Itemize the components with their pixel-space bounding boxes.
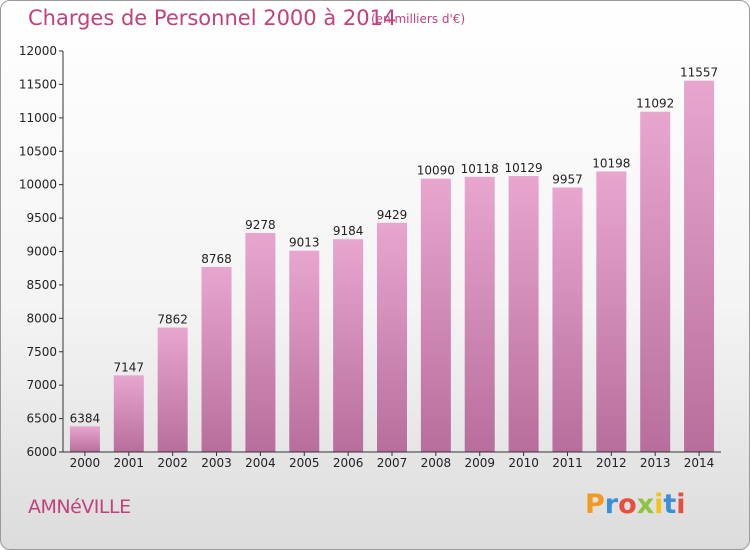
bar: [420, 178, 451, 452]
x-tick-label: 2002: [157, 456, 188, 470]
x-tick-label: 2006: [333, 456, 364, 470]
x-tick-label: 2010: [508, 456, 539, 470]
bar-value-label: 7147: [114, 360, 145, 374]
x-tick-label: 2011: [552, 456, 583, 470]
bar: [684, 80, 715, 452]
logo-letter: P: [585, 489, 605, 520]
bar-value-label: 11557: [680, 66, 718, 80]
y-tick-label: 10000: [19, 178, 57, 192]
bar-value-label: 8768: [201, 252, 232, 266]
bar-value-label: 10090: [417, 164, 455, 178]
logo-letter: i: [654, 489, 664, 520]
x-tick-label: 2003: [201, 456, 232, 470]
chart-title: Charges de Personnel 2000 à 2014: [28, 6, 397, 30]
logo-letter: i: [676, 489, 686, 520]
x-tick-label: 2014: [684, 456, 715, 470]
y-tick-label: 11000: [19, 111, 57, 125]
bar: [508, 176, 539, 452]
chart-subtitle: (en milliers d'€): [371, 12, 466, 26]
logo-letter: o: [618, 489, 637, 520]
y-tick-label: 7000: [26, 378, 57, 392]
bar: [596, 171, 627, 453]
y-axis: 6000 6500 7000 7500 8000 8500 9000 9500 10000 105…: [19, 44, 64, 459]
y-tick-label: 7500: [26, 345, 57, 359]
bar-value-label: 10129: [505, 161, 543, 175]
bar: [333, 239, 364, 452]
bar-value-label: 6384: [70, 411, 101, 425]
bar: [377, 222, 407, 452]
bar: [640, 111, 671, 453]
bar: [201, 267, 232, 452]
data-labels: 6384 7147 7862 8768 9278 9013 9184 9429 10090 101…: [70, 66, 719, 426]
x-tick-label: 2005: [289, 456, 320, 470]
x-tick-label: 2008: [421, 456, 452, 470]
bar-value-label: 9429: [377, 208, 408, 222]
logo-letter: x: [636, 489, 655, 520]
bar-value-label: 7862: [157, 313, 188, 327]
y-tick-label: 12000: [19, 44, 57, 58]
bar-value-label: 10118: [461, 162, 499, 176]
x-tick-label: 2009: [464, 456, 495, 470]
bars: [69, 80, 715, 453]
x-tick-label: 2001: [114, 456, 145, 470]
x-tick-label: 2000: [70, 456, 101, 470]
bar: [245, 232, 276, 452]
logo-letter: r: [604, 489, 619, 520]
bar: [464, 176, 495, 452]
proxiti-logo: Proxiti: [585, 489, 686, 520]
bar: [289, 250, 320, 452]
city-name: AMNéVILLE: [28, 496, 131, 518]
bar: [113, 375, 144, 452]
x-tick-label: 2007: [377, 456, 408, 470]
x-tick-label: 2012: [596, 456, 627, 470]
y-tick-label: 8500: [26, 278, 57, 292]
logo-letter: t: [663, 489, 677, 520]
bar-value-label: 10198: [592, 156, 630, 170]
x-axis: 2000 2001 2002 2003 2004 2005 2006 2007 2008 2009…: [63, 451, 721, 470]
bar-value-label: 9278: [245, 218, 276, 232]
y-tick-label: 8000: [26, 311, 57, 325]
bar: [157, 327, 188, 452]
y-tick-label: 9500: [26, 211, 57, 225]
x-tick-label: 2013: [640, 456, 671, 470]
bar: [69, 426, 100, 452]
y-tick-label: 6500: [26, 412, 57, 426]
y-tick-label: 10500: [19, 144, 57, 158]
y-tick-label: 11500: [19, 77, 57, 91]
bar-value-label: 9013: [289, 236, 320, 250]
x-tick-label: 2004: [245, 456, 276, 470]
bar: [552, 187, 583, 452]
y-tick-label: 9000: [26, 245, 57, 259]
bar-value-label: 11092: [636, 97, 674, 111]
y-tick-label: 6000: [26, 445, 57, 459]
bar-value-label: 9957: [552, 173, 583, 187]
bar-value-label: 9184: [333, 224, 364, 238]
